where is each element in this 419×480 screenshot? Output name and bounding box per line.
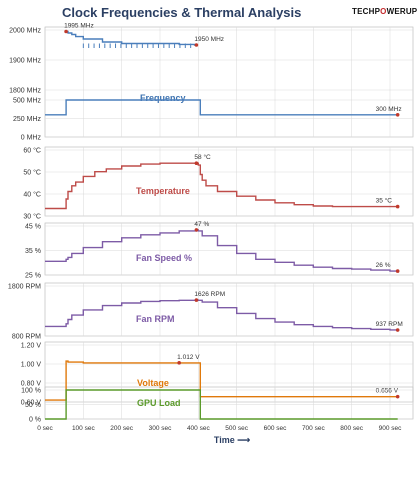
x-tick-label: 600 sec (264, 425, 288, 432)
x-tick-label: 500 sec (225, 425, 249, 432)
y-tick-label: 1.00 V (21, 362, 42, 369)
y-tick-label: 1.20 V (21, 343, 42, 350)
series-label: GPU Load (137, 398, 181, 408)
panel-frame-5 (44, 386, 414, 420)
x-tick-label: 400 sec (187, 425, 211, 432)
data-marker (194, 43, 199, 47)
x-tick-label: 700 sec (302, 425, 326, 432)
series-line-frequency-boost- (66, 30, 198, 46)
data-marker (395, 204, 400, 209)
series-label: Fan Speed % (136, 253, 192, 263)
y-tick-label: 0 MHz (21, 135, 42, 142)
y-tick-label: 25 % (25, 273, 41, 280)
y-tick-label: 30 °C (23, 213, 41, 221)
data-marker (395, 113, 400, 117)
logo-text-1: TECHP (352, 7, 381, 16)
y-tick-label: 500 MHz (13, 98, 42, 105)
x-tick-label: 300 sec (149, 425, 173, 432)
data-label: 0.656 V (376, 388, 399, 395)
y-tick-label: 1800 RPM (8, 284, 41, 291)
data-marker (194, 298, 199, 302)
data-marker (395, 394, 400, 399)
x-tick-label: 0 sec (37, 425, 53, 432)
data-marker (194, 161, 199, 165)
logo-text-2: WERUP (386, 7, 418, 16)
x-tick-label: 200 sec (110, 425, 134, 432)
y-tick-label: 1800 MHz (9, 88, 41, 95)
logo-o: O (380, 7, 387, 16)
series-line-gpu-load (45, 389, 398, 420)
y-tick-label: 100 % (21, 388, 41, 395)
y-tick-label: 50 °C (23, 169, 41, 177)
series-line-fan-speed- (45, 229, 398, 272)
series-label: Frequency (140, 93, 186, 103)
data-label: 47 % (194, 221, 209, 228)
y-tick-label: 60 °C (23, 147, 41, 155)
data-marker (395, 269, 400, 273)
techpowerup-logo: TECHPOWERUP (352, 7, 417, 16)
y-tick-label: 2000 MHz (9, 28, 41, 35)
y-tick-label: 35 % (25, 248, 41, 255)
x-axis-label: Time ⟶ (214, 435, 250, 445)
panel-frame-1 (44, 146, 414, 217)
data-label: 300 MHz (376, 106, 402, 113)
y-tick-label: 50 % (25, 402, 41, 409)
data-label: 937 RPM (376, 321, 403, 328)
x-tick-label: 900 sec (379, 425, 403, 432)
panel-frame-4 (44, 341, 414, 403)
data-label: 1626 RPM (194, 291, 225, 298)
data-marker (177, 361, 181, 365)
y-tick-label: 0.80 V (21, 381, 42, 388)
data-marker (395, 328, 400, 332)
series-line-temperature (45, 162, 398, 210)
y-tick-label: 1900 MHz (9, 58, 41, 65)
x-tick-label: 100 sec (72, 425, 96, 432)
panel-frame-0 (44, 26, 414, 138)
data-label: 35 °C (376, 197, 393, 205)
data-label: 1995 MHz (64, 23, 94, 30)
series-line-frequency-idle- (45, 99, 398, 116)
data-marker (194, 228, 199, 232)
x-tick-label: 800 sec (340, 425, 364, 432)
series-label: Temperature (136, 186, 190, 196)
data-label: 26 % (376, 262, 391, 269)
chart-title: Clock Frequencies & Thermal Analysis (62, 5, 302, 20)
y-tick-label: 45 % (25, 224, 41, 231)
series-label: Fan RPM (136, 314, 175, 324)
panel-frame-2 (44, 222, 414, 276)
data-label: 1.012 V (177, 354, 200, 361)
data-label: 1950 MHz (194, 36, 224, 43)
series-line-voltage (45, 360, 398, 401)
y-tick-label: 250 MHz (13, 116, 42, 123)
data-marker (64, 29, 68, 34)
y-tick-label: 800 RPM (12, 334, 41, 341)
series-line-fan-rpm (45, 299, 399, 331)
data-label: 58 °C (194, 153, 211, 161)
y-tick-label: 0 % (29, 417, 41, 424)
series-label: Voltage (137, 378, 169, 388)
y-tick-label: 40 °C (23, 191, 41, 199)
y-tick-label: 0.60 V (21, 400, 42, 407)
